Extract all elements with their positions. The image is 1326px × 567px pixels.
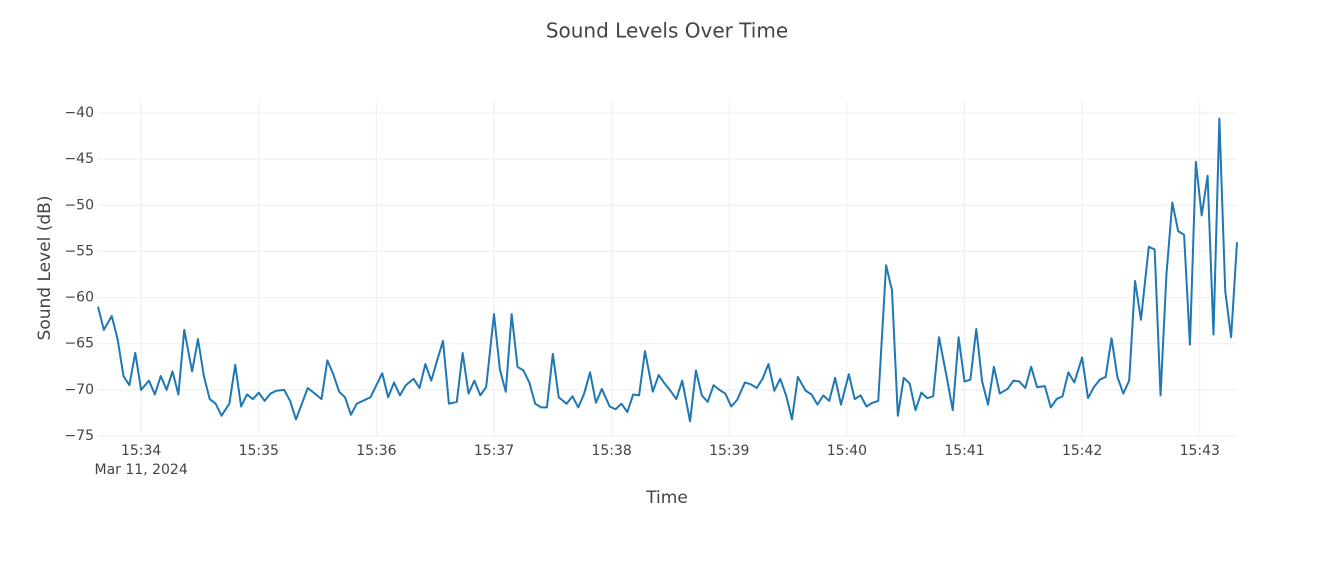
x-tick-label: 15:38	[591, 443, 631, 459]
x-tick-label: 15:40	[827, 443, 867, 459]
x-tick-label: 15:35	[239, 443, 279, 459]
y-tick-label: −65	[64, 336, 94, 352]
x-tick-label: 15:41	[944, 443, 984, 459]
data-line	[97, 117, 1238, 423]
y-tick-label: −70	[64, 382, 94, 398]
y-axis-title: Sound Level (dB)	[35, 196, 55, 341]
x-axis-title: Time	[645, 488, 688, 508]
x-tick-label: 15:34	[121, 443, 161, 459]
y-tick-label: −50	[64, 197, 94, 213]
plot-area	[97, 117, 1238, 423]
y-tick-label: −60	[64, 290, 94, 306]
x-tick-label: 15:43	[1180, 443, 1220, 459]
x-tick-label: 15:36	[356, 443, 396, 459]
y-tick-label: −45	[64, 151, 94, 167]
x-tick-label: 15:42	[1062, 443, 1102, 459]
x-date-label: Mar 11, 2024	[95, 462, 188, 478]
y-tick-label: −40	[64, 105, 94, 121]
y-tick-label: −55	[64, 243, 94, 259]
y-tick-label: −75	[64, 428, 94, 444]
chart-title: Sound Levels Over Time	[546, 19, 788, 43]
x-tick-label: 15:39	[709, 443, 749, 459]
x-tick-label: 15:37	[474, 443, 514, 459]
grid	[98, 101, 1237, 437]
